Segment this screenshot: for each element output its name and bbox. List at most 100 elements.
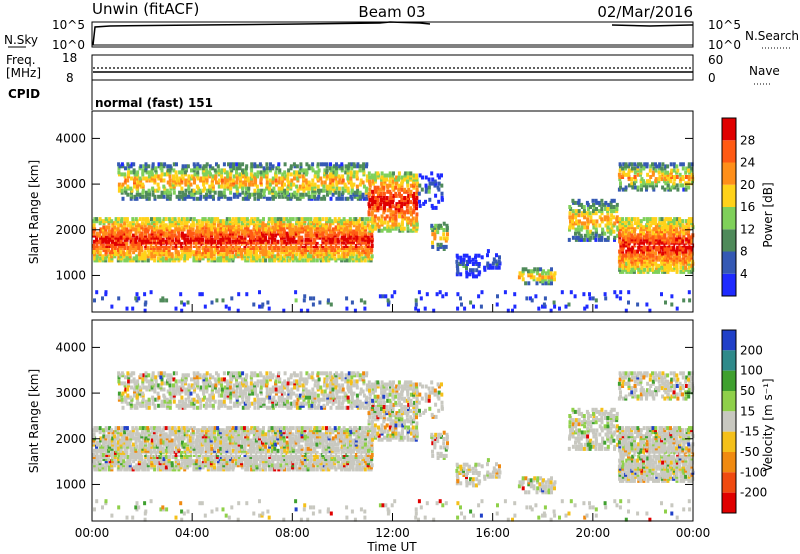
power-cell xyxy=(306,254,310,259)
vel-cell xyxy=(216,426,220,431)
power-cell xyxy=(151,192,155,197)
ytick-label: 1000 xyxy=(55,268,86,282)
power-cell xyxy=(309,231,313,236)
power-cell xyxy=(406,196,410,200)
power-cell xyxy=(400,187,404,192)
power-cell xyxy=(373,200,377,205)
vel-cell xyxy=(198,438,201,443)
power-cell xyxy=(385,173,389,178)
power-cell xyxy=(285,244,289,248)
power-cell xyxy=(275,166,279,171)
power-cell xyxy=(603,231,607,236)
power-cell xyxy=(286,219,290,224)
power-cell xyxy=(352,174,356,179)
vel-cell xyxy=(213,450,217,455)
power-cell xyxy=(268,188,272,193)
power-cell xyxy=(144,190,148,195)
power-cell xyxy=(658,166,661,171)
power-cell xyxy=(224,229,228,234)
power-cell xyxy=(338,186,342,191)
power-cell xyxy=(627,243,631,248)
power-cell xyxy=(578,219,581,224)
power-cell xyxy=(153,223,157,228)
power-cell xyxy=(544,275,548,280)
power-cell xyxy=(292,229,296,234)
vel-cell xyxy=(95,440,99,445)
power-cell xyxy=(172,174,175,179)
power-cell xyxy=(340,241,344,246)
vel-cell xyxy=(122,434,126,439)
power-cell xyxy=(675,223,679,228)
vel-cell xyxy=(144,426,148,431)
power-cell xyxy=(389,224,393,229)
power-cell xyxy=(334,250,338,255)
power-cell xyxy=(253,188,257,193)
power-cell xyxy=(489,265,492,270)
power-cell xyxy=(274,233,278,238)
power-cell xyxy=(189,182,193,187)
power-cell xyxy=(223,184,227,189)
power-cell xyxy=(414,306,418,311)
power-cell xyxy=(624,223,628,228)
power-cell xyxy=(324,225,328,230)
vel-cell xyxy=(182,426,186,431)
vel-cell xyxy=(240,446,244,451)
power-cell xyxy=(403,202,407,207)
vel-cell xyxy=(198,432,202,437)
power-cell xyxy=(150,235,154,240)
vel-cell xyxy=(235,455,238,459)
power-cell xyxy=(626,235,630,240)
vel-cell xyxy=(234,426,238,431)
power-cell xyxy=(95,237,99,242)
power-cell xyxy=(259,182,263,187)
power-cell xyxy=(322,256,326,261)
vel-cell xyxy=(225,457,229,462)
power-cell xyxy=(547,279,551,284)
vel-cell xyxy=(186,428,190,433)
power-cell xyxy=(349,219,352,224)
vel-cell xyxy=(122,444,126,449)
power-cell xyxy=(657,221,661,226)
power-cell xyxy=(529,269,533,274)
power-cell xyxy=(196,170,200,175)
power-cell xyxy=(344,164,348,169)
power-cell xyxy=(431,181,435,186)
power-cell xyxy=(186,241,189,246)
power-cell xyxy=(264,248,268,253)
vel-cell xyxy=(228,463,232,468)
vel-cell xyxy=(225,453,229,457)
power-cell xyxy=(248,194,252,199)
vel-cell xyxy=(189,459,193,464)
power-cell xyxy=(228,254,232,259)
power-cell xyxy=(648,179,651,184)
power-cell xyxy=(401,214,405,219)
power-cell xyxy=(368,183,372,188)
power-cell xyxy=(312,250,316,255)
power-cell xyxy=(594,298,598,303)
power-cell xyxy=(268,186,272,191)
power-cell xyxy=(670,302,674,307)
power-cell xyxy=(328,182,332,187)
power-cell xyxy=(328,254,332,259)
power-cell xyxy=(288,241,292,246)
vel-cell xyxy=(147,434,151,439)
power-cell xyxy=(352,219,356,224)
power-cell xyxy=(216,223,220,228)
power-cell xyxy=(274,223,278,228)
power-cell xyxy=(292,244,296,248)
power-cell xyxy=(660,177,664,182)
power-cell xyxy=(313,219,316,224)
power-cell xyxy=(171,217,175,222)
vel-cell xyxy=(117,459,121,464)
power-cell xyxy=(569,290,573,295)
power-cell xyxy=(210,223,214,228)
vel-cell xyxy=(131,450,135,455)
power-cell xyxy=(679,269,683,274)
power-cell xyxy=(157,194,161,199)
power-cell xyxy=(132,168,136,173)
power-cell xyxy=(261,302,265,307)
power-cell xyxy=(308,186,311,191)
power-cell xyxy=(174,170,178,175)
power-cell xyxy=(204,229,208,234)
vel-cell xyxy=(209,438,213,443)
